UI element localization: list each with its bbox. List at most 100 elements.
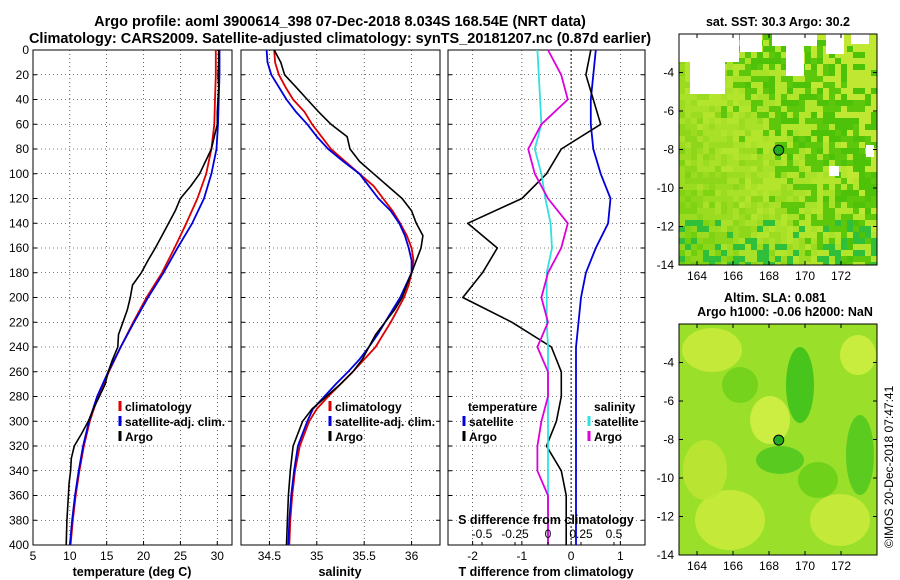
sla-blob [798, 462, 838, 498]
difference-panel: -2 -1 0 1 T difference from climatology S d… [447, 49, 646, 579]
legend-s-argo: Argo [594, 430, 622, 444]
altim-title-2: Argo h1000: -0.06 h2000: NaN [697, 305, 873, 319]
sst-map-ticks: 164 166 168 170 172 -4 -6 -8 -10 -12 -14 [657, 34, 877, 283]
map-x-tick-label: 170 [795, 269, 815, 283]
y-tick-label: 200 [9, 291, 29, 305]
y-tick-label: 280 [9, 390, 29, 404]
series-line-t-satellite [575, 49, 612, 545]
altim-title-1: Altim. SLA: 0.081 [724, 291, 826, 305]
map-y-tick-label: -6 [663, 394, 674, 408]
map-y-tick-label: -6 [663, 104, 674, 118]
sla-blob [750, 396, 790, 444]
s-tick-label: 0.5 [606, 527, 623, 541]
s-difference-ticks: -0.5 -0.25 0 0.25 0.5 [472, 527, 623, 545]
map-y-tick-label: -14 [657, 548, 675, 562]
map-y-tick-label: -4 [663, 356, 674, 370]
legend-temperature-title: temperature [468, 400, 538, 414]
y-tick-label: 400 [9, 538, 29, 552]
temperature-axes [32, 49, 233, 546]
sla-blob [810, 494, 870, 546]
y-tick-label: 220 [9, 315, 29, 329]
legend-s-satellite: satellite [594, 415, 639, 429]
legend-argo: Argo [125, 430, 153, 444]
series-line-s-argo [527, 49, 569, 545]
y-tick-label: 0 [22, 43, 29, 57]
legend-climatology: climatology [335, 400, 402, 414]
legend-satellite-adj: satellite-adj. clim. [335, 415, 435, 429]
difference-xlabel: T difference from climatology [458, 565, 633, 579]
argo-location-marker-sst [773, 144, 785, 156]
series-line-s-satellite [533, 49, 553, 545]
y-tick-label: 340 [9, 464, 29, 478]
map-y-tick-label: -14 [657, 258, 675, 272]
y-tick-label: 60 [16, 117, 30, 131]
s-tick-label: 0.25 [569, 527, 593, 541]
map-y-tick-label: -12 [657, 220, 675, 234]
cloud-gap [826, 34, 844, 54]
temperature-lines [65, 50, 221, 546]
legend-argo: Argo [335, 430, 363, 444]
x-tick-label: 20 [137, 549, 151, 563]
temperature-panel: 5 10 15 20 25 3002040608010012014016018020022… [9, 43, 233, 579]
salinity-legend: climatology satellite-adj. clim. Argo [328, 400, 435, 444]
map-x-tick-label: 170 [795, 559, 815, 573]
y-tick-label: 360 [9, 489, 29, 503]
temperature-legend: climatology satellite-adj. clim. Argo [118, 400, 225, 444]
x-tick-label: 25 [174, 549, 188, 563]
s-tick-label: 0 [545, 527, 552, 541]
cloud-gap [829, 166, 839, 176]
x-tick-label: 15 [100, 549, 114, 563]
cloud-gap [866, 145, 874, 157]
legend-salinity-title: salinity [594, 400, 636, 414]
series-line-climatology [273, 49, 415, 546]
series-line-t-argo [461, 49, 602, 545]
map-x-tick-label: 166 [723, 269, 743, 283]
series-line-argo [273, 49, 424, 546]
x-tick-label: -1 [517, 549, 528, 563]
altim-map-blobs [682, 328, 876, 550]
title-line-1: Argo profile: aoml 3900614_398 07-Dec-20… [94, 14, 586, 30]
x-tick-label: 30 [211, 549, 225, 563]
y-tick-label: 180 [9, 266, 29, 280]
y-tick-label: 300 [9, 414, 29, 428]
y-tick-label: 240 [9, 340, 29, 354]
imos-watermark: ©IMOS 20-Dec-2018 07:47:41 [882, 385, 896, 548]
sla-blob [683, 440, 727, 500]
y-tick-label: 140 [9, 216, 29, 230]
temperature-ticks: 5 10 15 20 25 3002040608010012014016018020022… [9, 43, 224, 563]
map-y-tick-label: -8 [663, 143, 674, 157]
x-tick-label: 10 [63, 549, 77, 563]
sla-blob [786, 347, 814, 423]
x-tick-label: 34.5 [258, 549, 282, 563]
map-x-tick-label: 172 [831, 269, 851, 283]
salinity-axes [240, 49, 441, 546]
series-line-satellite-adj-clim- [69, 50, 221, 546]
salinity-panel: 34.5 35 35.5 36 salinity climatology satell… [240, 49, 441, 579]
series-line-satellite-adj-clim- [265, 49, 413, 546]
x-tick-label: 36 [405, 549, 419, 563]
sla-blob [682, 328, 742, 372]
map-x-tick-label: 164 [687, 269, 707, 283]
altimetry-map-panel: Altim. SLA: 0.081 Argo h1000: -0.06 h200… [657, 291, 878, 573]
map-y-tick-label: -4 [663, 66, 674, 80]
map-x-tick-label: 168 [759, 269, 779, 283]
y-tick-label: 380 [9, 513, 29, 527]
s-tick-label: -0.25 [501, 527, 529, 541]
y-tick-label: 260 [9, 365, 29, 379]
map-x-tick-label: 166 [723, 559, 743, 573]
cloud-gap [786, 46, 804, 76]
sla-blob [846, 415, 874, 495]
map-y-tick-label: -12 [657, 510, 675, 524]
sla-blob [695, 490, 765, 550]
legend-t-argo: Argo [469, 430, 497, 444]
difference-ticks: -2 -1 0 1 [467, 549, 624, 563]
cloud-gap [690, 34, 725, 94]
y-tick-label: 320 [9, 439, 29, 453]
altim-map-ticks: 164 166 168 170 172 -4 -6 -8 -10 -12 -14 [657, 324, 877, 573]
temperature-grid [32, 49, 232, 546]
cloud-gap [772, 34, 817, 46]
salinity-xlabel: salinity [318, 565, 361, 579]
x-tick-label: 35 [310, 549, 324, 563]
map-y-tick-label: -10 [657, 181, 675, 195]
